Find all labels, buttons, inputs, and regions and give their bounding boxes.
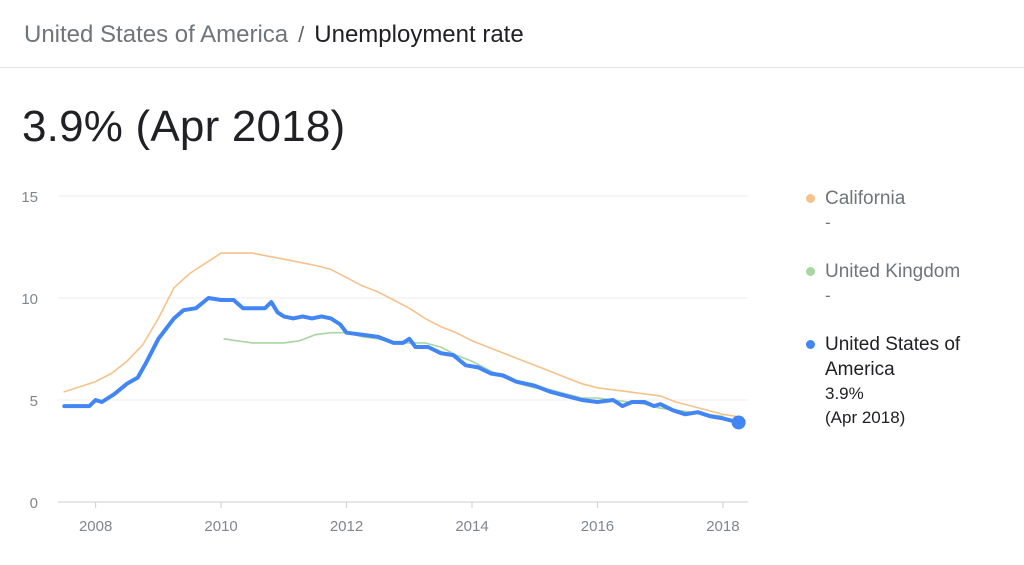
breadcrumb-current: Unemployment rate bbox=[314, 21, 524, 48]
legend-item-united-kingdom[interactable]: United Kingdom - bbox=[806, 259, 1016, 308]
y-axis-ticks: 0 5 10 15 bbox=[21, 189, 38, 512]
x-tick-label: 2010 bbox=[204, 518, 237, 535]
legend-name-united-states: United States of America bbox=[825, 334, 961, 380]
legend-value-california: - bbox=[825, 213, 831, 232]
x-tick-label: 2018 bbox=[706, 518, 739, 535]
legend-name-california: California bbox=[825, 188, 906, 209]
legend-dot-united-kingdom bbox=[806, 267, 815, 276]
series-markers bbox=[731, 415, 746, 430]
series-lines bbox=[62, 252, 741, 425]
unemployment-chart: 0 5 10 15 2008 2010 2012 2014 2016 2018 bbox=[21, 189, 748, 535]
x-tick-label: 2008 bbox=[79, 518, 112, 535]
series-line-united-states-of-america bbox=[62, 296, 741, 425]
legend-item-united-states[interactable]: United States of America 3.9% (Apr 2018) bbox=[806, 332, 1016, 430]
header-divider bbox=[0, 67, 1024, 68]
x-tick-label: 2016 bbox=[581, 518, 614, 535]
legend-name-united-kingdom: United Kingdom bbox=[825, 261, 961, 282]
legend-dot-united-states bbox=[806, 340, 815, 349]
headline-value: 3.9% (Apr 2018) bbox=[22, 102, 346, 151]
x-tick-label: 2012 bbox=[330, 518, 363, 535]
x-axis-ticks: 2008 2010 2012 2014 2016 2018 bbox=[79, 502, 740, 535]
x-tick-label: 2014 bbox=[455, 518, 488, 535]
y-tick-label: 10 bbox=[21, 291, 38, 308]
legend-date-united-states: (Apr 2018) bbox=[825, 408, 906, 427]
series-line-california bbox=[63, 252, 737, 418]
legend-item-california[interactable]: California - bbox=[806, 186, 1016, 235]
y-tick-label: 15 bbox=[21, 189, 38, 206]
y-tick-label: 5 bbox=[30, 393, 38, 410]
latest-value-point-united-states-of-america[interactable] bbox=[731, 415, 746, 430]
grid-lines bbox=[58, 195, 748, 503]
y-tick-label: 0 bbox=[30, 495, 38, 512]
legend-value-united-kingdom: - bbox=[825, 286, 831, 305]
legend-dot-california bbox=[806, 194, 815, 203]
breadcrumb: United States of America / Unemployment … bbox=[24, 18, 524, 52]
legend-value-united-states: 3.9% bbox=[825, 384, 864, 403]
breadcrumb-separator: / bbox=[298, 22, 305, 47]
breadcrumb-parent-link[interactable]: United States of America bbox=[24, 21, 289, 48]
legend: California - United Kingdom - United Sta… bbox=[806, 186, 1016, 454]
